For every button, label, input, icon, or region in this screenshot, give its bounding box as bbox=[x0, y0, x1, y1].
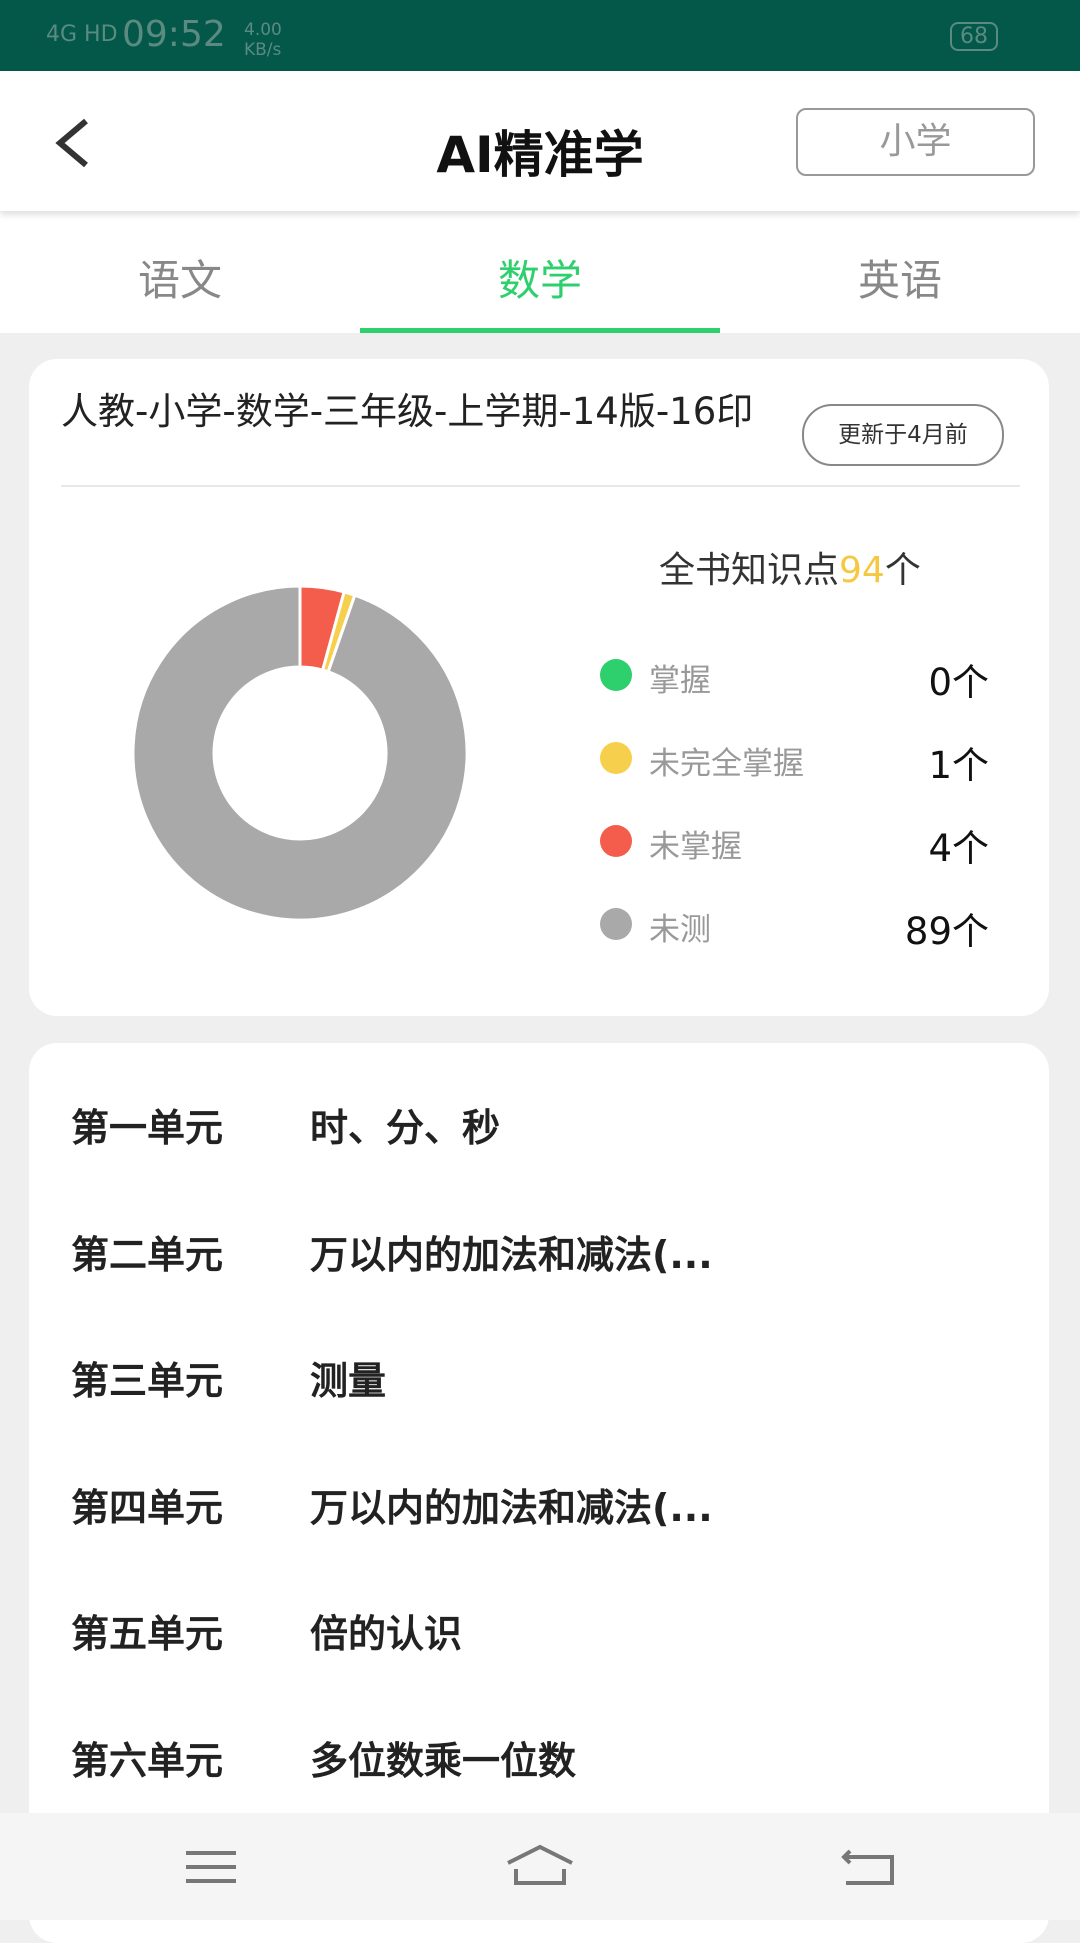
legend-count: 4个 bbox=[928, 827, 989, 870]
divider bbox=[61, 485, 1020, 487]
legend-label: 未完全掌握 bbox=[649, 746, 804, 782]
updated-badge: 更新于4月前 bbox=[802, 404, 1004, 466]
summary-suffix: 个 bbox=[884, 550, 921, 591]
book-title: 人教-小学-数学-三年级-上学期-14版-16印 bbox=[61, 390, 754, 433]
network: 4G HD bbox=[46, 22, 118, 47]
summary-total: 94 bbox=[839, 550, 885, 591]
tab[interactable]: 语文 bbox=[137, 256, 222, 305]
donut-chart bbox=[131, 584, 632, 940]
unit-title: 多位数乘一位数 bbox=[310, 1738, 577, 1783]
unit-title: 时、分、秒 bbox=[310, 1106, 501, 1150]
legend-count: 1个 bbox=[928, 744, 989, 787]
book-card: 人教-小学-数学-三年级-上学期-14版-16印 更新于4月前 全书知识点94个… bbox=[29, 359, 1049, 1016]
tab[interactable]: 数学 bbox=[497, 256, 582, 305]
legend-label: 掌握 bbox=[649, 663, 711, 699]
unit-number: 第二单元 bbox=[71, 1232, 224, 1277]
legend-label: 未掌握 bbox=[649, 829, 742, 865]
legend-dot bbox=[600, 742, 632, 774]
home-button[interactable] bbox=[507, 1844, 573, 1885]
unit-row[interactable]: 第二单元 万以内的加法和减法(... bbox=[29, 1204, 1049, 1304]
return-button[interactable] bbox=[841, 1849, 894, 1885]
menu-button[interactable] bbox=[186, 1851, 236, 1883]
legend-dot bbox=[600, 659, 632, 691]
unit-title: 万以内的加法和减法(... bbox=[310, 1485, 713, 1530]
tab-bar: 语文 数学 英语 bbox=[0, 211, 1080, 333]
speed: 4.00 KB/s bbox=[244, 20, 282, 60]
unit-number: 第四单元 bbox=[71, 1485, 224, 1530]
unit-number: 第五单元 bbox=[71, 1612, 224, 1656]
legend-dot bbox=[600, 908, 632, 940]
summary-prefix: 全书知识点 bbox=[659, 550, 840, 591]
unit-title: 测量 bbox=[310, 1359, 387, 1403]
unit-row[interactable]: 第五单元 倍的认识 bbox=[29, 1583, 1049, 1683]
unit-row[interactable]: 第四单元 万以内的加法和减法(... bbox=[29, 1457, 1049, 1557]
unit-title: 万以内的加法和减法(... bbox=[310, 1232, 713, 1277]
back-button[interactable] bbox=[50, 115, 100, 171]
legend-count: 89个 bbox=[904, 910, 989, 953]
unit-row[interactable]: 第一单元 时、分、秒 bbox=[29, 1077, 1049, 1177]
unit-number: 第一单元 bbox=[71, 1106, 224, 1150]
unit-row[interactable]: 第六单元 多位数乘一位数 bbox=[29, 1710, 1049, 1810]
status-bar: 4G HD 09:52 4.00 KB/s 68 bbox=[0, 0, 1080, 71]
unit-number: 第六单元 bbox=[71, 1738, 224, 1783]
battery: 68 bbox=[950, 22, 998, 51]
tab[interactable]: 英语 bbox=[857, 256, 942, 305]
nav-bar bbox=[0, 1813, 1080, 1920]
unit-row[interactable]: 第三单元 测量 bbox=[29, 1330, 1049, 1430]
summary: 全书知识点94个 bbox=[659, 541, 921, 593]
time: 09:52 bbox=[122, 14, 226, 55]
donut-segment bbox=[131, 584, 469, 922]
page-title: AI精准学 bbox=[436, 126, 644, 184]
unit-title: 倍的认识 bbox=[310, 1612, 463, 1656]
unit-number: 第三单元 bbox=[71, 1359, 224, 1403]
legend-label: 未测 bbox=[649, 912, 711, 948]
legend-dot bbox=[600, 825, 632, 857]
tab-indicator bbox=[360, 328, 720, 333]
legend-count: 0个 bbox=[928, 661, 989, 704]
level-button[interactable]: 小学 bbox=[796, 108, 1035, 176]
header: AI精准学 小学 bbox=[0, 71, 1080, 211]
unit-list: 第一单元 时、分、秒 第二单元 万以内的加法和减法(... 第三单元 测量 第四单元 万以内的… bbox=[29, 1043, 1049, 1943]
nav-icons bbox=[186, 1844, 894, 1885]
back-icon bbox=[55, 118, 88, 168]
